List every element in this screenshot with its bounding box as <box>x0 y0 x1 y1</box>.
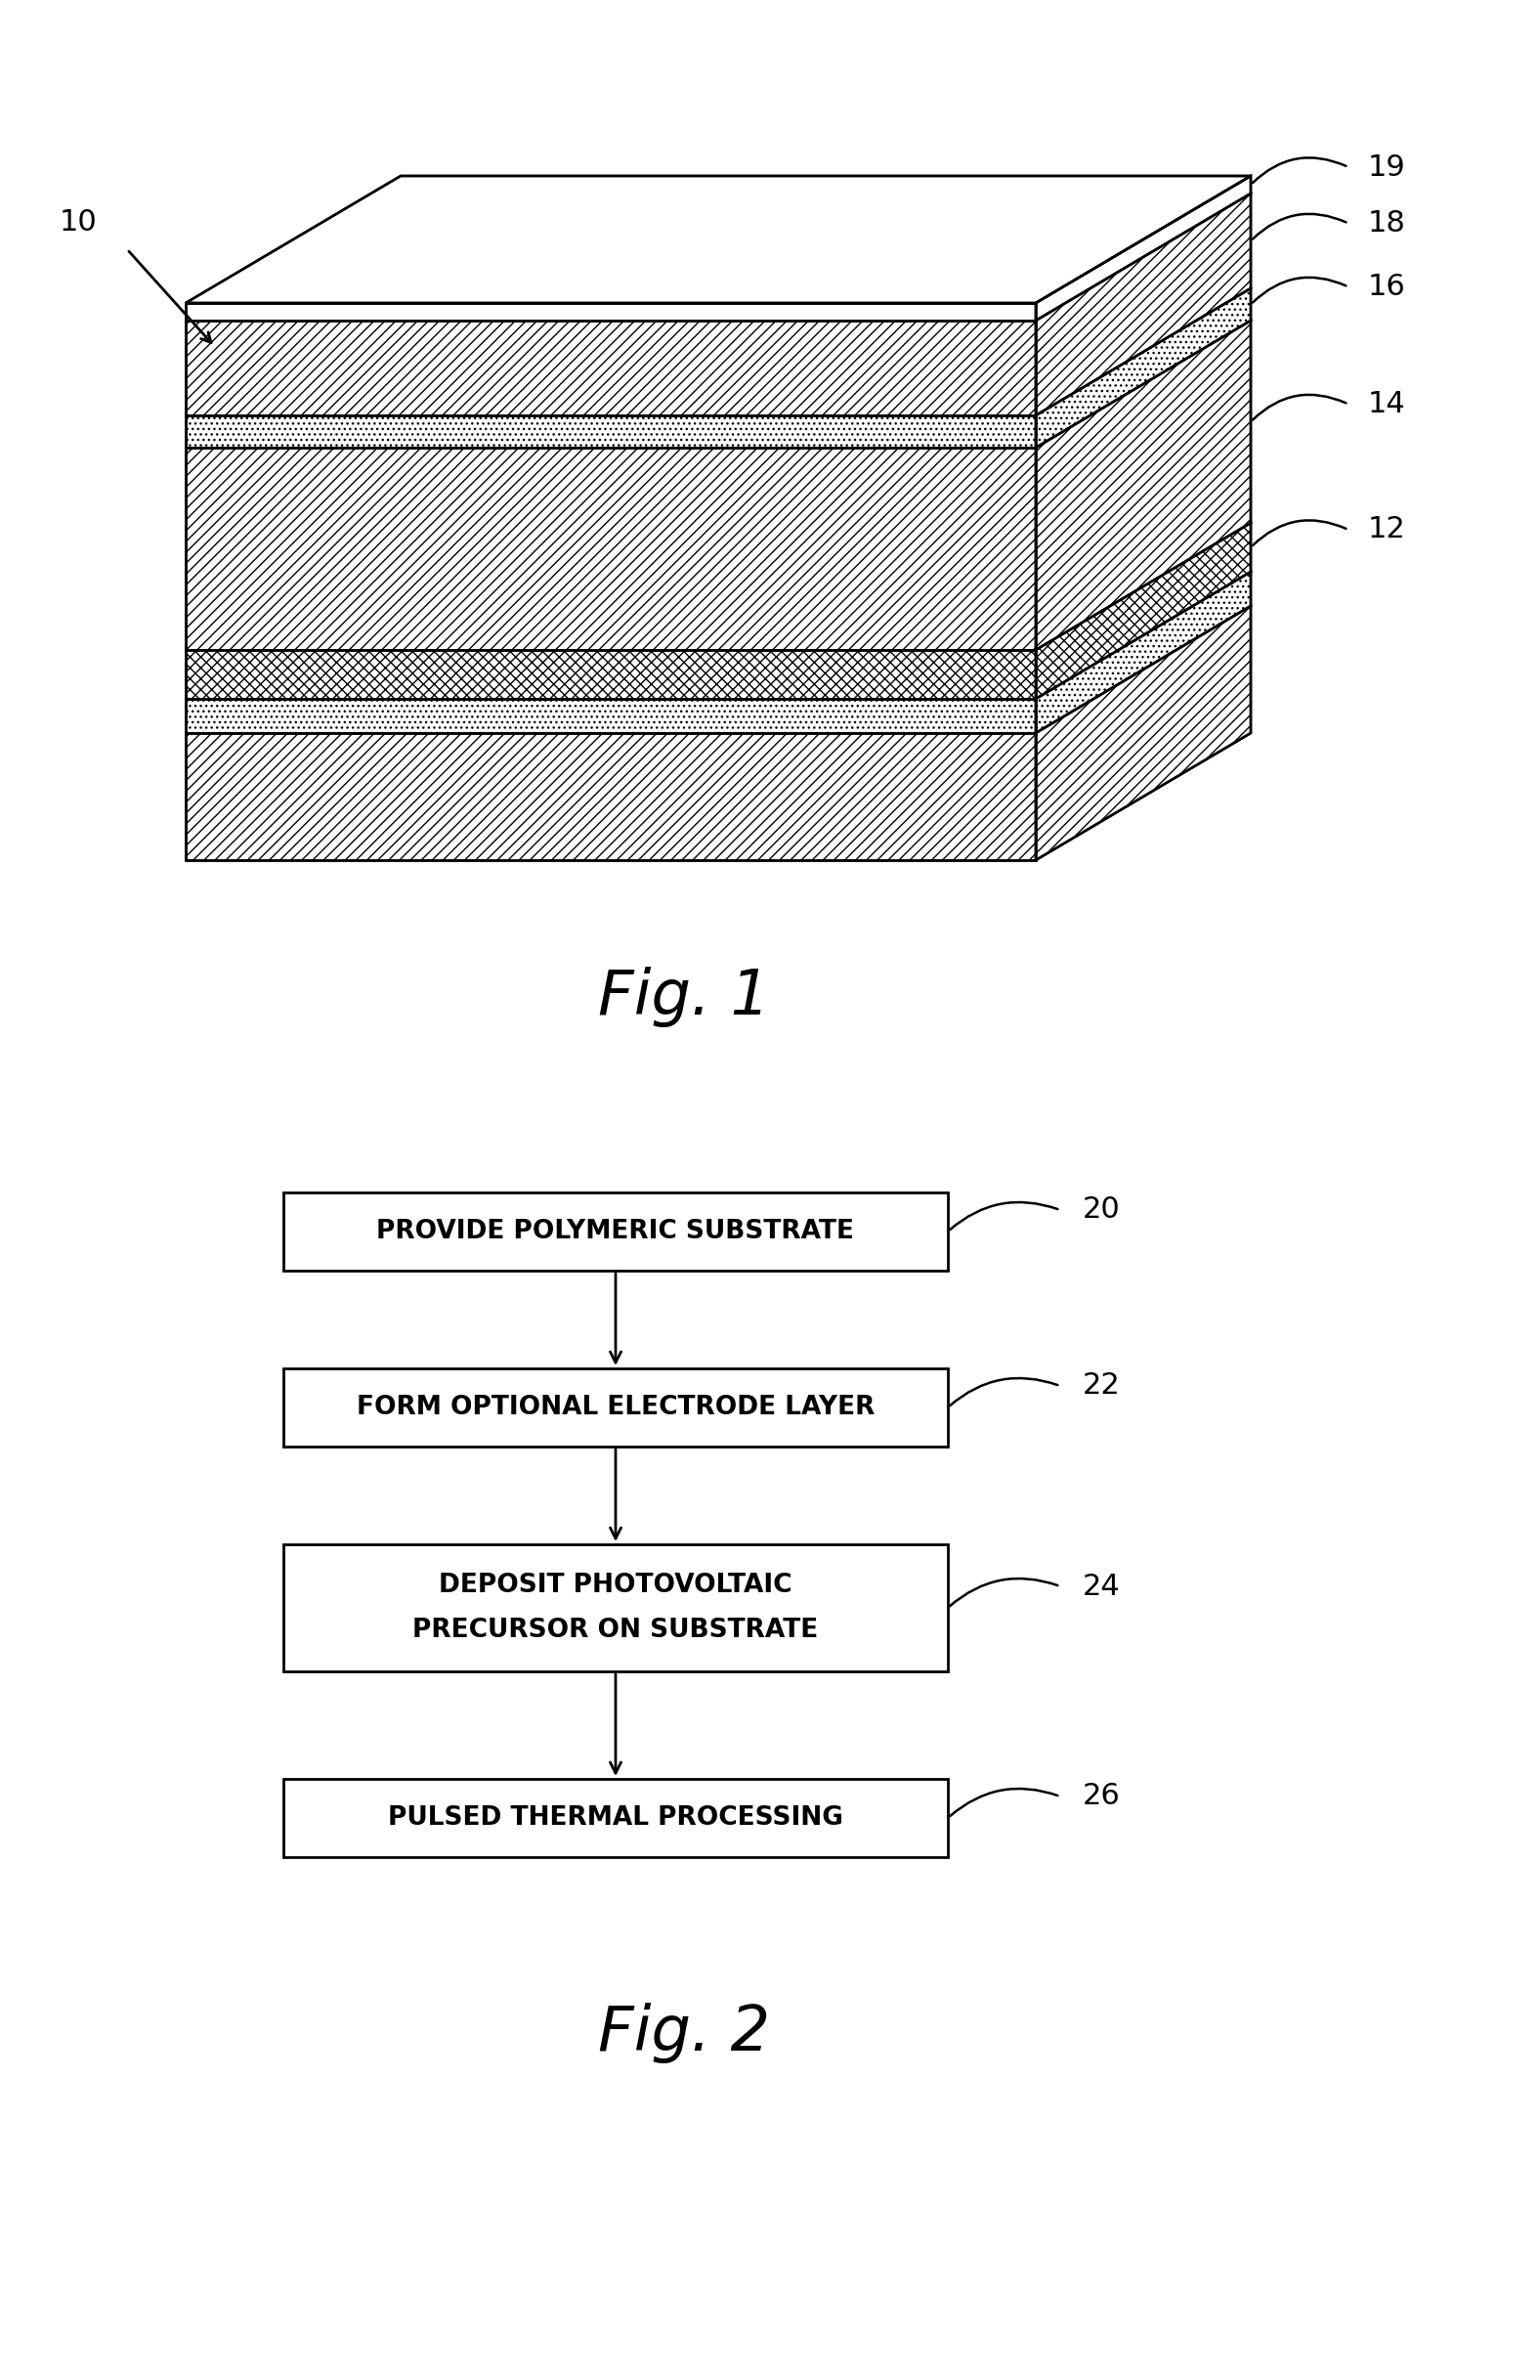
Polygon shape <box>1036 321 1250 650</box>
Polygon shape <box>186 176 1250 302</box>
Text: FORM OPTIONAL ELECTRODE LAYER: FORM OPTIONAL ELECTRODE LAYER <box>356 1395 875 1421</box>
Polygon shape <box>1036 524 1250 700</box>
Text: PRECURSOR ON SUBSTRATE: PRECURSOR ON SUBSTRATE <box>413 1618 818 1645</box>
Text: PROVIDE POLYMERIC SUBSTRATE: PROVIDE POLYMERIC SUBSTRATE <box>377 1219 855 1245</box>
Text: 18: 18 <box>1368 209 1406 238</box>
Text: 10: 10 <box>59 209 97 238</box>
Bar <box>283 1545 947 1671</box>
Bar <box>283 1368 947 1447</box>
Text: 19: 19 <box>1368 152 1406 181</box>
Polygon shape <box>1036 607 1250 859</box>
Text: 12: 12 <box>1368 516 1406 545</box>
Polygon shape <box>1036 176 1250 321</box>
Text: 16: 16 <box>1368 274 1406 300</box>
Text: 22: 22 <box>1083 1371 1121 1399</box>
Polygon shape <box>186 321 1036 416</box>
Polygon shape <box>186 700 1036 733</box>
Polygon shape <box>1036 288 1250 447</box>
Text: 20: 20 <box>1083 1195 1121 1223</box>
Text: 24: 24 <box>1083 1573 1121 1599</box>
Polygon shape <box>186 416 1036 447</box>
Bar <box>283 1778 947 1856</box>
Text: PULSED THERMAL PROCESSING: PULSED THERMAL PROCESSING <box>388 1806 844 1830</box>
Polygon shape <box>186 650 1036 700</box>
Text: Fig. 1: Fig. 1 <box>598 966 770 1028</box>
Polygon shape <box>186 733 1036 859</box>
Polygon shape <box>1036 571 1250 733</box>
Polygon shape <box>186 447 1036 650</box>
Text: 14: 14 <box>1368 390 1406 419</box>
Bar <box>283 1192 947 1271</box>
Text: Fig. 2: Fig. 2 <box>598 2002 770 2063</box>
Text: 26: 26 <box>1083 1783 1121 1811</box>
Text: DEPOSIT PHOTOVOLTAIC: DEPOSIT PHOTOVOLTAIC <box>439 1573 792 1597</box>
Polygon shape <box>1036 193 1250 416</box>
Polygon shape <box>186 302 1036 321</box>
